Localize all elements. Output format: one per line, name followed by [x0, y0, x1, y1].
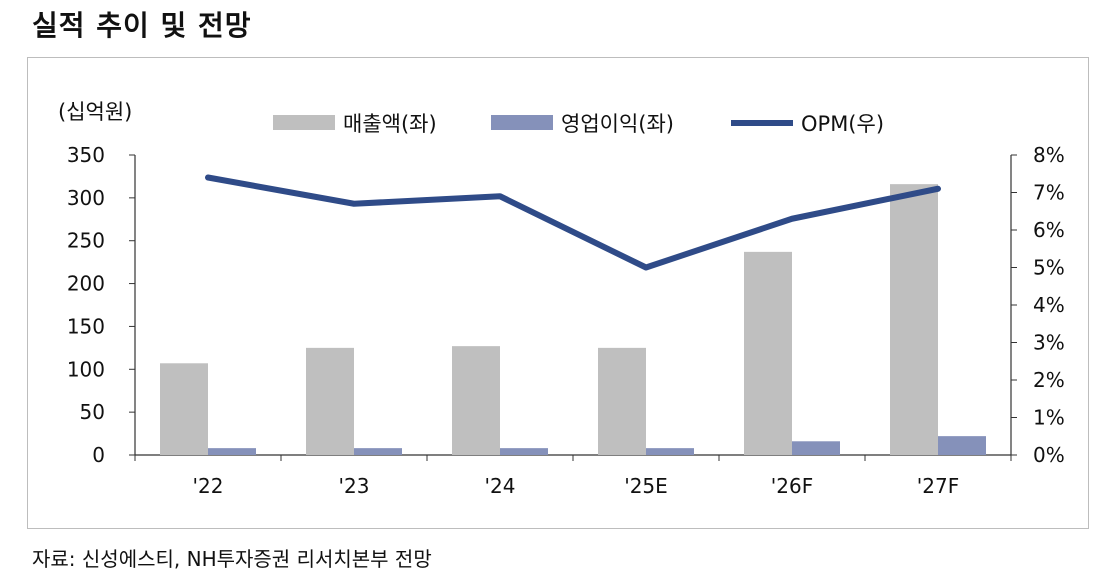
x-tick-label: '22 — [193, 474, 224, 498]
x-tick-label: '25E — [624, 474, 668, 498]
right-tick-label: 4% — [1033, 293, 1065, 317]
x-tick-label: '26F — [771, 474, 813, 498]
operating-profit-bar — [208, 448, 256, 455]
revenue-bar — [744, 251, 792, 455]
chart-frame — [27, 57, 1089, 529]
left-tick-label: 200 — [67, 272, 105, 296]
revenue-bar — [890, 184, 938, 455]
right-tick-label: 5% — [1033, 256, 1065, 280]
legend: 매출액(좌) 영업이익(좌) OPM(우) — [273, 112, 884, 136]
legend-swatch-revenue — [273, 115, 335, 130]
left-axis-unit-label: (십억원) — [58, 100, 132, 124]
left-tick-label: 100 — [67, 357, 105, 381]
x-tick-label: '27F — [917, 474, 959, 498]
opm-line — [205, 174, 941, 271]
axes: 0 50 100 150 200 250 300 350 0% 1% 2% 3% 4% 5% 6% 7% 8% '… — [67, 143, 1065, 498]
operating-profit-bar — [354, 448, 402, 455]
right-tick-label: 6% — [1033, 218, 1065, 242]
right-tick-label: 1% — [1033, 406, 1065, 430]
left-tick-label: 300 — [67, 186, 105, 210]
legend-label: 매출액(좌) — [343, 112, 437, 136]
left-tick-label: 350 — [67, 143, 105, 167]
opm-point — [206, 175, 210, 180]
operating-profit-bar — [500, 448, 548, 455]
bars — [160, 184, 986, 455]
operating-profit-bar — [646, 448, 694, 455]
opm-series-line — [205, 174, 941, 271]
opm-point — [644, 265, 648, 270]
opm-point — [936, 186, 940, 191]
right-tick-label: 0% — [1033, 443, 1065, 467]
left-tick-label: 0 — [92, 443, 105, 467]
opm-point — [498, 194, 502, 199]
revenue-bar — [452, 346, 500, 455]
right-tick-label: 7% — [1033, 181, 1065, 205]
operating-profit-bar — [792, 441, 840, 455]
right-tick-label: 3% — [1033, 331, 1065, 355]
x-tick-label: '23 — [339, 474, 370, 498]
source-note: 자료: 신성에스티, NH투자증권 리서치본부 전망 — [32, 547, 432, 571]
left-tick-label: 250 — [67, 229, 105, 253]
legend-label: OPM(우) — [801, 112, 884, 136]
x-tick-label: '24 — [485, 474, 516, 498]
opm-point — [790, 216, 794, 221]
legend-swatch-operating-profit — [491, 115, 553, 130]
left-tick-label: 150 — [67, 314, 105, 338]
legend-label: 영업이익(좌) — [561, 112, 674, 136]
page-title: 실적 추이 및 전망 — [32, 9, 252, 42]
left-tick-label: 50 — [80, 400, 105, 424]
revenue-bar — [306, 347, 354, 455]
right-tick-label: 2% — [1033, 368, 1065, 392]
opm-point — [352, 201, 356, 206]
right-tick-label: 8% — [1033, 143, 1065, 167]
revenue-bar — [160, 363, 208, 455]
operating-profit-bar — [938, 436, 986, 455]
revenue-bar — [598, 347, 646, 455]
